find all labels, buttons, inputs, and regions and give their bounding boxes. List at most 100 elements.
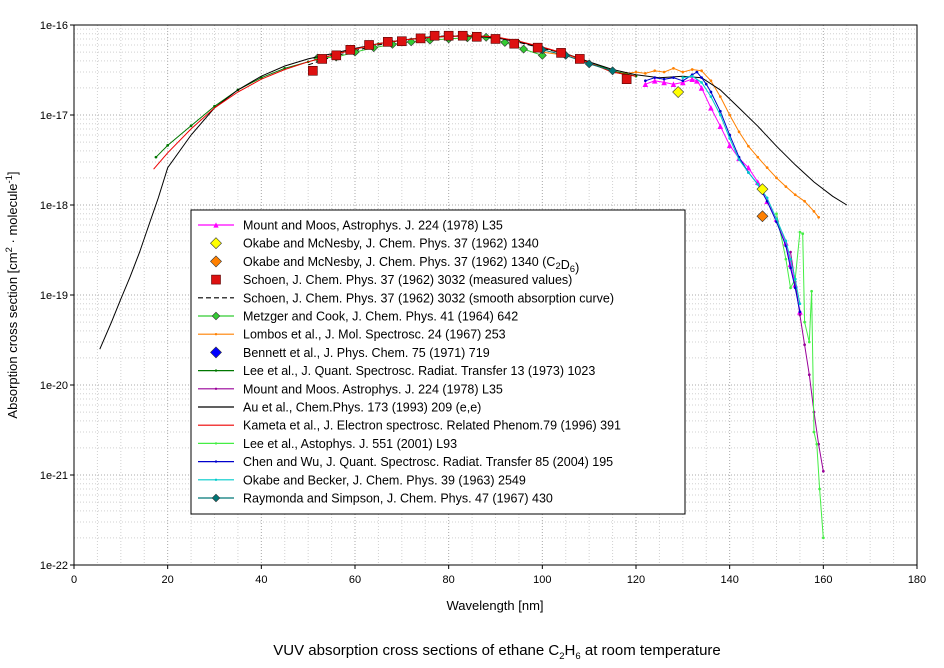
y-axis-title: Absorption cross section [cm2 · molecule… xyxy=(4,171,20,418)
series-marker xyxy=(812,210,816,213)
legend-item: Kameta et al., J. Electron spectrosc. Re… xyxy=(198,419,621,433)
series-marker xyxy=(690,68,694,71)
legend-item: Okabe and McNesby, J. Chem. Phys. 37 (19… xyxy=(210,237,539,251)
series-marker xyxy=(718,95,722,98)
series-marker xyxy=(651,77,658,84)
series-marker xyxy=(661,79,667,86)
series-marker xyxy=(812,430,816,434)
series-marker xyxy=(154,155,158,159)
series-marker xyxy=(689,76,695,82)
series-marker xyxy=(210,346,222,359)
series-marker xyxy=(798,310,802,314)
series-marker xyxy=(213,222,219,228)
series-marker xyxy=(214,442,218,445)
legend-item: Metzger and Cook, J. Chem. Phys. 41 (196… xyxy=(198,310,518,324)
legend-label: Okabe and McNesby, J. Chem. Phys. 37 (19… xyxy=(243,237,539,251)
series-marker xyxy=(653,69,657,73)
x-tick-label: 40 xyxy=(255,574,267,586)
series-marker xyxy=(644,79,647,83)
legend-label-text: Raymonda and Simpson, J. Chem. Phys. 47 … xyxy=(243,492,553,506)
legend: Mount and Moos, Astrophys. J. 224 (1978)… xyxy=(190,209,686,515)
legend-label-part: D xyxy=(561,258,570,272)
caption-formula-count: 6 xyxy=(575,651,580,662)
series-marker xyxy=(331,50,342,61)
series-marker xyxy=(317,54,328,64)
x-tick-label: 180 xyxy=(908,574,926,586)
series-marker xyxy=(672,86,685,98)
legend-label: Bennett et al., J. Phys. Chem. 75 (1971)… xyxy=(243,346,490,360)
legend-item: Chen and Wu, J. Quant. Spectrosc. Radiat… xyxy=(198,455,613,469)
series-marker xyxy=(681,79,685,83)
legend-item: Lee et al., Astophys. J. 551 (2001) L93 xyxy=(198,437,457,451)
series-marker xyxy=(704,82,708,86)
series-marker xyxy=(817,215,821,219)
series-0 xyxy=(642,76,803,315)
legend-item: Au et al., Chem.Phys. 173 (1993) 209 (e,… xyxy=(198,401,481,415)
series-marker xyxy=(556,48,566,58)
x-tick-label: 100 xyxy=(533,574,551,586)
series-marker xyxy=(690,74,694,78)
series-line xyxy=(645,78,801,312)
legend-label: Metzger and Cook, J. Chem. Phys. 41 (196… xyxy=(243,310,518,324)
legend-label: Lee et al., J. Quant. Spectrosc. Radiat.… xyxy=(243,364,595,378)
series-marker xyxy=(532,42,543,53)
legend-label-text: Lee et al., J. Quant. Spectrosc. Radiat.… xyxy=(243,364,595,378)
legend-label-text: Okabe and McNesby, J. Chem. Phys. 37 (19… xyxy=(243,237,539,251)
legend-label: Schoen, J. Chem. Phys. 37 (1962) 3032 (s… xyxy=(243,291,614,305)
x-tick-label: 160 xyxy=(814,574,832,586)
legend-label-text: Au et al., Chem.Phys. 173 (1993) 209 (e,… xyxy=(243,401,481,415)
series-marker xyxy=(775,176,778,180)
x-axis: 0 20 40 60 80 100 120 140 160 180 xyxy=(71,565,926,586)
x-tick-label: 60 xyxy=(349,574,361,586)
y-tick-label: 1e-17 xyxy=(40,110,68,122)
series-marker xyxy=(756,210,769,223)
legend-label-part: 6 xyxy=(570,264,575,275)
legend-box xyxy=(190,209,686,515)
legend-label: Lombos et al., J. Mol. Spectrosc. 24 (19… xyxy=(243,328,506,342)
series-marker xyxy=(694,77,700,84)
y-tick-label: 1e-19 xyxy=(40,290,68,302)
series-marker xyxy=(821,469,825,473)
series-marker xyxy=(789,250,792,254)
series-marker xyxy=(584,59,594,69)
series-marker xyxy=(500,38,510,47)
y-axis-title-sup: 2 xyxy=(4,247,15,252)
series-marker xyxy=(737,130,741,134)
series-marker xyxy=(700,69,703,73)
series-marker xyxy=(793,277,797,281)
legend-label-text: Kameta et al., J. Electron spectrosc. Re… xyxy=(243,419,621,433)
series-marker xyxy=(681,76,685,80)
series-marker xyxy=(784,185,788,188)
series-marker xyxy=(364,40,374,50)
series-marker xyxy=(670,81,677,87)
legend-label: Chen and Wu, J. Quant. Spectrosc. Radiat… xyxy=(243,455,613,469)
legend-item: Lee et al., J. Quant. Spectrosc. Radiat.… xyxy=(198,364,595,378)
series-1 xyxy=(672,86,769,196)
legend-label-text: Mount and Moos, Astrophys. J. 224 (1978)… xyxy=(243,219,503,233)
series-marker xyxy=(672,66,675,70)
series-marker xyxy=(662,77,666,81)
series-marker xyxy=(709,90,713,94)
series-marker xyxy=(745,164,752,171)
x-tick-label: 80 xyxy=(443,574,455,586)
series-marker xyxy=(700,81,703,84)
legend-item: Bennett et al., J. Phys. Chem. 75 (1971)… xyxy=(210,346,490,360)
legend-label-part: (C xyxy=(542,255,555,269)
y-axis-title-part: · molecule xyxy=(5,184,20,248)
series-marker xyxy=(166,144,170,147)
series-marker xyxy=(490,34,501,44)
y-axis-title-part: Absorption cross section [cm xyxy=(5,252,20,418)
series-marker xyxy=(728,137,732,140)
y-tick-label: 1e-18 xyxy=(40,200,68,212)
series-marker xyxy=(810,289,813,293)
series-marker xyxy=(784,257,788,261)
series-marker xyxy=(784,239,788,243)
series-marker xyxy=(698,85,705,91)
series-marker xyxy=(397,36,407,47)
series-marker xyxy=(801,232,805,236)
series-marker xyxy=(214,460,218,463)
series-marker xyxy=(708,105,714,111)
series-marker xyxy=(662,70,666,74)
series-marker xyxy=(789,286,792,290)
